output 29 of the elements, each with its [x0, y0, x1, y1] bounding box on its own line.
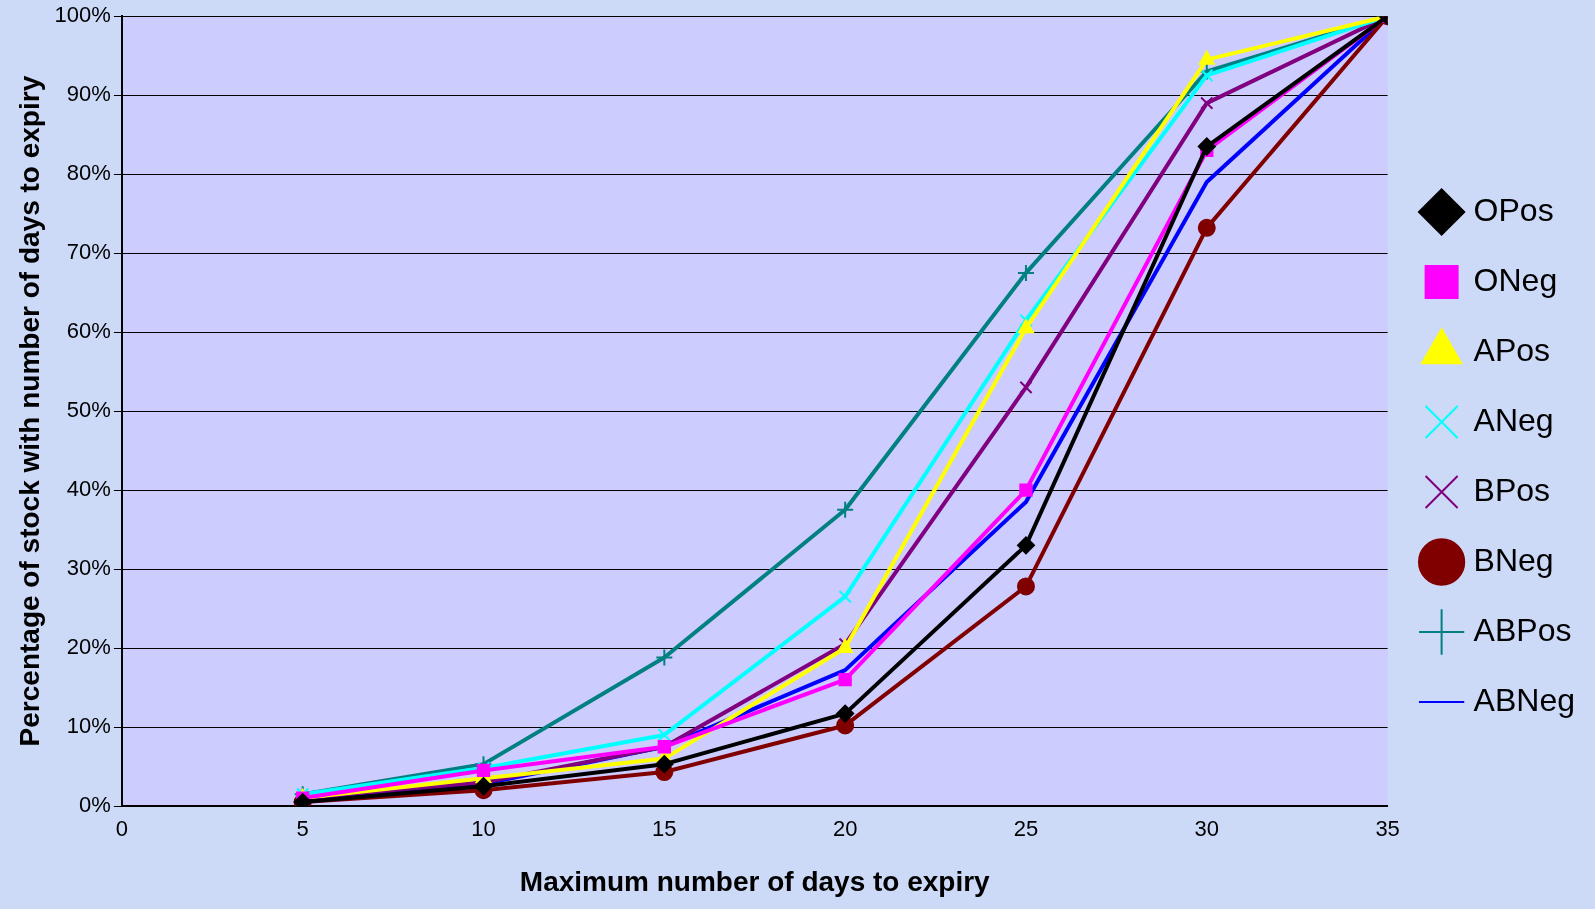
x-tick-label: 0	[115, 816, 128, 842]
x-tick-label: 15	[652, 816, 677, 842]
legend-label: ONeg	[1473, 261, 1558, 298]
legend-label: BPos	[1473, 471, 1551, 508]
y-tick-label: 20%	[66, 634, 111, 660]
y-tick-label: 50%	[66, 397, 111, 423]
x-tick-label: 20	[832, 816, 858, 842]
legend-label: ABPos	[1473, 611, 1572, 648]
legend-label: OPos	[1473, 191, 1554, 228]
x-tick-label: 30	[1194, 816, 1220, 842]
legend-label: ANeg	[1473, 401, 1554, 438]
y-tick-label: 40%	[66, 476, 111, 502]
legend-label: ABNeg	[1473, 681, 1575, 718]
x-tick-label: 25	[1013, 816, 1039, 842]
y-tick-label: 60%	[66, 318, 111, 344]
y-tick-label: 90%	[66, 81, 111, 107]
y-tick-label: 30%	[66, 555, 111, 581]
legend-label: BNeg	[1473, 541, 1554, 578]
legend-label: APos	[1473, 331, 1551, 368]
y-tick-label: 10%	[66, 713, 111, 739]
x-tick-label: 10	[471, 816, 496, 842]
x-tick-label: 35	[1375, 816, 1400, 842]
y-tick-label: 100%	[54, 2, 111, 28]
y-tick-label: 70%	[66, 239, 111, 265]
y-tick-label: 0%	[79, 792, 111, 818]
x-axis-title: Maximum number of days to expiry	[519, 865, 991, 897]
y-axis-title: Percentage of stock with number of days to expiry	[13, 75, 45, 747]
y-tick-label: 80%	[66, 160, 111, 186]
x-tick-label: 5	[296, 816, 309, 842]
